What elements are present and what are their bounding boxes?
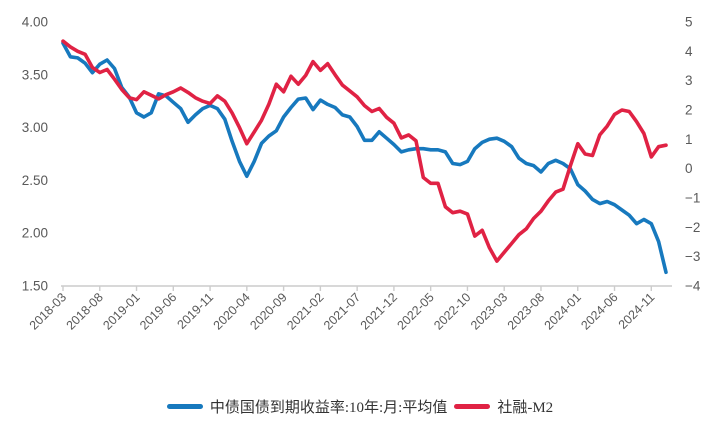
svg-text:−1: −1 xyxy=(685,191,700,206)
svg-text:2024-01: 2024-01 xyxy=(542,290,584,332)
svg-text:2019-01: 2019-01 xyxy=(100,290,142,332)
legend-label-bond-yield: 中债国债到期收益率:10年:月:平均值 xyxy=(209,399,448,416)
svg-text:1.50: 1.50 xyxy=(22,279,48,294)
svg-text:2019-06: 2019-06 xyxy=(137,290,179,332)
svg-text:2020-04: 2020-04 xyxy=(211,290,253,332)
svg-text:4.00: 4.00 xyxy=(22,15,48,30)
svg-text:4: 4 xyxy=(685,44,693,59)
legend-swatch-bond-yield xyxy=(166,403,203,409)
svg-text:0: 0 xyxy=(685,161,693,176)
svg-text:2.50: 2.50 xyxy=(22,173,48,188)
legend-label-shrong-m2: 社融-M2 xyxy=(497,399,554,416)
svg-text:1: 1 xyxy=(685,132,693,147)
svg-text:2: 2 xyxy=(685,103,693,118)
svg-text:2023-03: 2023-03 xyxy=(468,290,510,332)
svg-text:−2: −2 xyxy=(685,220,700,235)
svg-text:2022-05: 2022-05 xyxy=(394,290,436,332)
svg-text:2020-09: 2020-09 xyxy=(247,290,289,332)
svg-text:2.00: 2.00 xyxy=(22,226,48,241)
svg-text:5: 5 xyxy=(685,15,693,30)
svg-text:−3: −3 xyxy=(685,249,700,264)
svg-text:2024-06: 2024-06 xyxy=(578,290,620,332)
svg-text:2021-02: 2021-02 xyxy=(284,290,326,332)
svg-text:3: 3 xyxy=(685,73,693,88)
svg-text:2023-08: 2023-08 xyxy=(505,290,547,332)
svg-text:2019-11: 2019-11 xyxy=(175,290,217,332)
svg-text:2018-03: 2018-03 xyxy=(27,290,69,332)
svg-text:2018-08: 2018-08 xyxy=(64,290,106,332)
svg-text:3.50: 3.50 xyxy=(22,67,48,82)
svg-text:2021-12: 2021-12 xyxy=(358,290,400,332)
legend: 中债国债到期收益率:10年:月:平均值 社融-M2 xyxy=(0,392,720,420)
svg-text:2021-07: 2021-07 xyxy=(321,290,363,332)
legend-swatch-shrong-m2 xyxy=(454,403,491,409)
svg-text:3.00: 3.00 xyxy=(22,120,48,135)
svg-text:2024-11: 2024-11 xyxy=(616,290,658,332)
svg-text:2022-10: 2022-10 xyxy=(431,290,473,332)
svg-text:−4: −4 xyxy=(685,279,701,294)
